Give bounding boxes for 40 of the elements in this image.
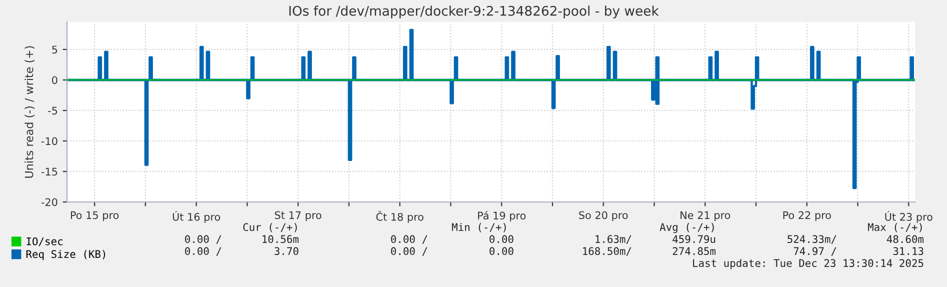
x-tick-label: Pá 19 pro (478, 211, 526, 222)
text: 0.00 (490, 247, 514, 256)
x-tick-label: St 17 pro (274, 211, 322, 222)
y-tick-label: -20 (41, 198, 58, 206)
text: 10.56m (262, 235, 299, 244)
x-tick-label: Po 22 pro (783, 211, 831, 222)
text: Last update: Tue Dec 23 13:30:14 2025 (693, 258, 924, 270)
x-tick-label: So 20 pro (579, 211, 628, 222)
text: 3.70 (274, 247, 298, 256)
y-tick-label: 0 (52, 76, 58, 84)
text: 0.00 / (185, 235, 222, 244)
chart-title: IOs for /dev/mapper/docker-9:2-1348262-pool - by week (289, 6, 659, 18)
y-axis-title: Units read (-) / write (+) (24, 46, 35, 178)
y-tick-label: -5 (48, 106, 58, 115)
text: 524.33m/ (788, 235, 836, 244)
y-tick-label: -15 (41, 168, 58, 176)
text: 459.79u (672, 235, 716, 244)
text: 274.85m (672, 247, 716, 256)
x-tick-label: Ne 21 pro (680, 211, 730, 222)
y-tick-label: -10 (41, 137, 58, 146)
x-tick-label: Po 15 pro (70, 211, 119, 222)
text: 0.00 / (391, 235, 428, 244)
text: Avg (-/+) (660, 222, 714, 234)
text: 74.97 / (794, 247, 836, 256)
text: 168.50m/ (583, 247, 632, 256)
legend-label: Req Size (KB) (26, 250, 106, 260)
text: 0.00 / (391, 247, 428, 256)
x-tick-label: Čt 18 pro (376, 211, 424, 223)
text: 0.00 (490, 235, 514, 244)
text: Max (-/+) (868, 223, 922, 232)
text: Min (-/+) (452, 222, 506, 232)
text: 1.63m/ (596, 235, 632, 244)
text: 0.00 / (185, 247, 222, 256)
x-tick-label: Út 23 pro (885, 211, 932, 223)
x-tick-label: Út 16 pro (172, 211, 220, 223)
text: Cur (-/+) (243, 223, 297, 232)
legend-label: IO/sec (26, 237, 62, 246)
y-tick-label: 5 (52, 46, 58, 54)
text: 48.60m (886, 235, 924, 244)
text: 31.13 (893, 247, 924, 256)
